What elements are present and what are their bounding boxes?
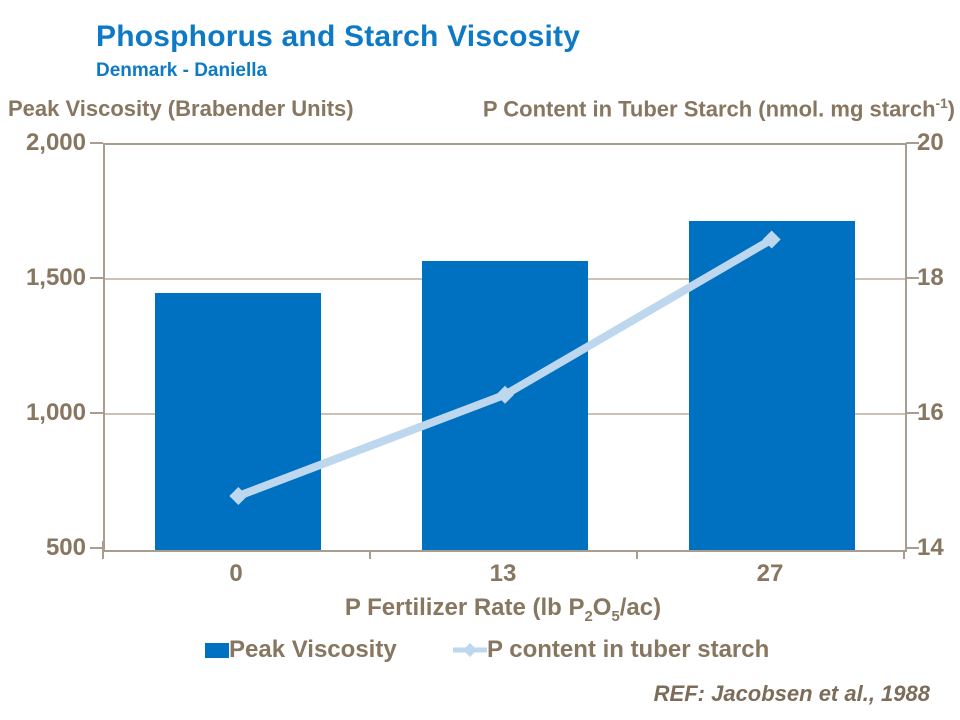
line-marker-0	[229, 487, 248, 505]
reference-citation: REF: Jacobsen et al., 1988	[653, 681, 930, 706]
x-tick-label-27: 27	[756, 560, 784, 587]
left-axis-tick	[90, 547, 103, 549]
right-axis-tick	[906, 277, 919, 279]
page-subtitle: Denmark - Daniella	[96, 60, 268, 81]
y-left-tick-1000: 1,000	[25, 399, 86, 426]
right-axis-title-close: )	[947, 96, 955, 122]
right-axis-tick	[906, 412, 919, 414]
x-axis-title-pre: P Fertilizer Rate (lb P	[344, 594, 585, 621]
bar-13	[422, 261, 588, 550]
bar-0	[155, 293, 321, 550]
right-axis-title-main: P Content in Tuber Starch (nmol. mg star…	[482, 96, 936, 122]
right-axis-tick	[906, 142, 919, 144]
legend-item-peak-viscosity: Peak Viscosity	[205, 636, 397, 664]
left-axis-tick	[90, 412, 103, 414]
right-axis-tick	[906, 547, 919, 549]
bar-legend-swatch-icon	[205, 642, 229, 658]
plot-area	[103, 143, 907, 552]
line-marker-13	[496, 385, 514, 404]
x-axis-title-sub5: 5	[611, 608, 620, 625]
x-tick-label-0: 0	[229, 560, 243, 587]
line-legend-marker-icon	[453, 643, 487, 657]
legend-item-p-content: P content in tuber starch	[453, 636, 769, 664]
y-right-tick-16: 16	[917, 399, 944, 426]
line-marker-27	[762, 230, 781, 249]
y-right-tick-14: 14	[917, 534, 944, 561]
x-axis-title: P Fertilizer Rate (lb P2O5/ac)	[103, 594, 903, 625]
y-right-tick-20: 20	[917, 129, 944, 156]
y-right-tick-18: 18	[917, 264, 944, 291]
right-axis-title-superscript: -1	[935, 96, 948, 111]
y-left-tick-500: 500	[45, 534, 86, 561]
p-content-line	[229, 230, 781, 505]
left-axis-tick	[90, 142, 103, 144]
legend-bar-label: Peak Viscosity	[229, 636, 397, 663]
page-title: Phosphorus and Starch Viscosity	[96, 20, 581, 53]
x-tick-label-13: 13	[489, 560, 517, 587]
y-left-tick-2000: 2,000	[25, 129, 86, 156]
x-axis-title-sub2: 2	[584, 608, 593, 625]
legend-line-label: P content in tuber starch	[487, 636, 770, 663]
left-axis-tick	[90, 277, 103, 279]
y-left-tick-1500: 1,500	[25, 264, 86, 291]
right-axis-title: P Content in Tuber Starch (nmol. mg star…	[483, 96, 955, 122]
x-axis-title-post: /ac)	[619, 594, 662, 621]
left-axis-title: Peak Viscosity (Brabender Units)	[8, 96, 354, 121]
x-axis-title-mid: O	[592, 594, 612, 621]
